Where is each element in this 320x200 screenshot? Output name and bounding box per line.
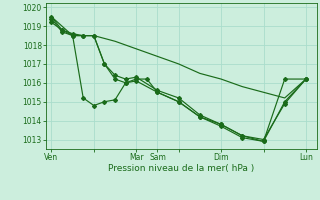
X-axis label: Pression niveau de la mer( hPa ): Pression niveau de la mer( hPa ) <box>108 164 254 173</box>
